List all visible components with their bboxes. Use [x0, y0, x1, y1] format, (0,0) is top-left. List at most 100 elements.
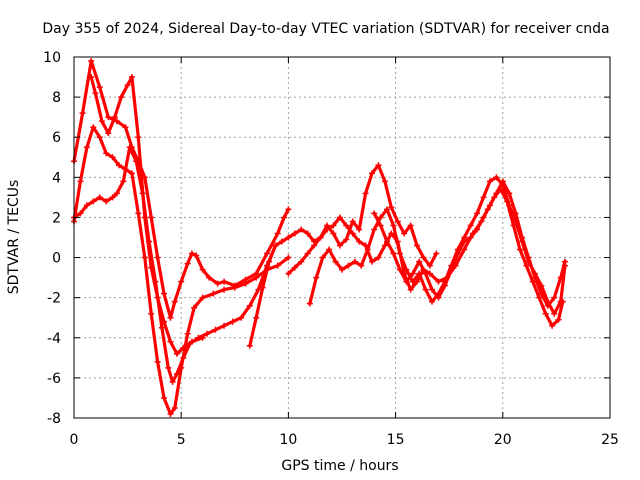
- data-point: [109, 194, 116, 201]
- data-point: [480, 214, 487, 221]
- data-point: [135, 210, 142, 217]
- data-point: [536, 294, 543, 301]
- data-point: [345, 262, 352, 269]
- y-tick-label: -6: [47, 371, 61, 387]
- tick-layer: 0 5 10 15 20 25 -8 -6 -4 -2 0 2 4 6 8 10: [43, 50, 619, 448]
- data-point: [120, 178, 127, 185]
- data-point: [364, 246, 371, 253]
- data-point: [184, 260, 191, 267]
- data-point: [285, 270, 292, 277]
- data-point: [266, 258, 273, 265]
- y-tick-label: 4: [52, 170, 61, 186]
- data-point: [441, 282, 448, 289]
- data-point: [92, 90, 99, 97]
- data-point: [291, 230, 298, 237]
- data-point: [77, 178, 84, 185]
- data-point: [381, 178, 388, 185]
- data-point: [493, 190, 500, 197]
- data-point: [141, 254, 148, 261]
- y-tick-label: 0: [52, 251, 61, 267]
- series-layer: [71, 58, 568, 417]
- data-point: [493, 174, 500, 181]
- data-point: [154, 358, 161, 365]
- data-point: [396, 250, 403, 257]
- data-point: [403, 266, 410, 273]
- data-point: [246, 342, 253, 349]
- data-point: [96, 134, 103, 141]
- data-point: [180, 344, 187, 351]
- data-point: [128, 170, 135, 177]
- data-point: [90, 124, 97, 131]
- series-line-satellite-track-5: [248, 163, 438, 348]
- data-point: [304, 250, 311, 257]
- data-point: [474, 210, 481, 217]
- data-point: [474, 226, 481, 233]
- data-point: [161, 394, 168, 401]
- data-point: [122, 124, 129, 131]
- data-point: [212, 326, 219, 333]
- data-point: [388, 204, 395, 211]
- data-point: [375, 162, 382, 169]
- data-point: [118, 94, 125, 101]
- data-point: [126, 144, 133, 151]
- data-point: [253, 274, 260, 281]
- data-point: [330, 230, 337, 237]
- data-point: [516, 246, 523, 253]
- data-point: [173, 370, 180, 377]
- y-tick-label: 2: [52, 210, 61, 226]
- x-tick-label: 15: [387, 432, 405, 448]
- data-point: [551, 310, 558, 317]
- data-point: [349, 218, 356, 225]
- series-line-satellite-track-4: [89, 75, 205, 356]
- data-point: [336, 214, 343, 221]
- data-point: [171, 298, 178, 305]
- data-point: [381, 242, 388, 249]
- data-point: [221, 286, 228, 293]
- data-point: [167, 410, 174, 417]
- data-point: [454, 250, 461, 257]
- data-point: [433, 250, 440, 257]
- data-point: [426, 262, 433, 269]
- data-point: [356, 238, 363, 245]
- data-point: [407, 222, 414, 229]
- data-point: [291, 264, 298, 271]
- data-point: [323, 226, 330, 233]
- data-point: [377, 222, 384, 229]
- data-point: [88, 58, 95, 65]
- y-tick-label: 8: [52, 90, 61, 106]
- data-point: [369, 258, 376, 265]
- chart-title: Day 355 of 2024, Sidereal Day-to-day VTE…: [42, 21, 609, 37]
- data-point: [281, 214, 288, 221]
- data-point: [203, 330, 210, 337]
- y-tick-label: -4: [47, 331, 61, 347]
- data-point: [306, 300, 313, 307]
- data-point: [154, 254, 161, 261]
- data-point: [79, 110, 86, 117]
- data-point: [549, 322, 556, 329]
- data-point: [184, 330, 191, 337]
- data-point: [407, 286, 414, 293]
- data-point: [141, 214, 148, 221]
- data-point: [229, 318, 236, 325]
- data-point: [193, 252, 200, 259]
- data-point: [169, 378, 176, 385]
- data-point: [242, 280, 249, 287]
- data-point: [278, 238, 285, 245]
- x-tick-label: 20: [494, 432, 512, 448]
- data-point: [349, 230, 356, 237]
- data-point: [154, 294, 161, 301]
- data-point: [486, 178, 493, 185]
- data-point: [544, 302, 551, 309]
- data-point: [362, 190, 369, 197]
- data-point: [214, 280, 221, 287]
- data-point: [90, 198, 97, 205]
- data-point: [343, 222, 350, 229]
- data-point: [111, 114, 118, 121]
- data-point: [480, 194, 487, 201]
- data-point: [210, 290, 217, 297]
- data-point: [285, 206, 292, 213]
- data-point: [77, 210, 84, 217]
- x-tick-label: 25: [601, 432, 619, 448]
- data-point: [403, 278, 410, 285]
- y-tick-label: -8: [47, 411, 61, 427]
